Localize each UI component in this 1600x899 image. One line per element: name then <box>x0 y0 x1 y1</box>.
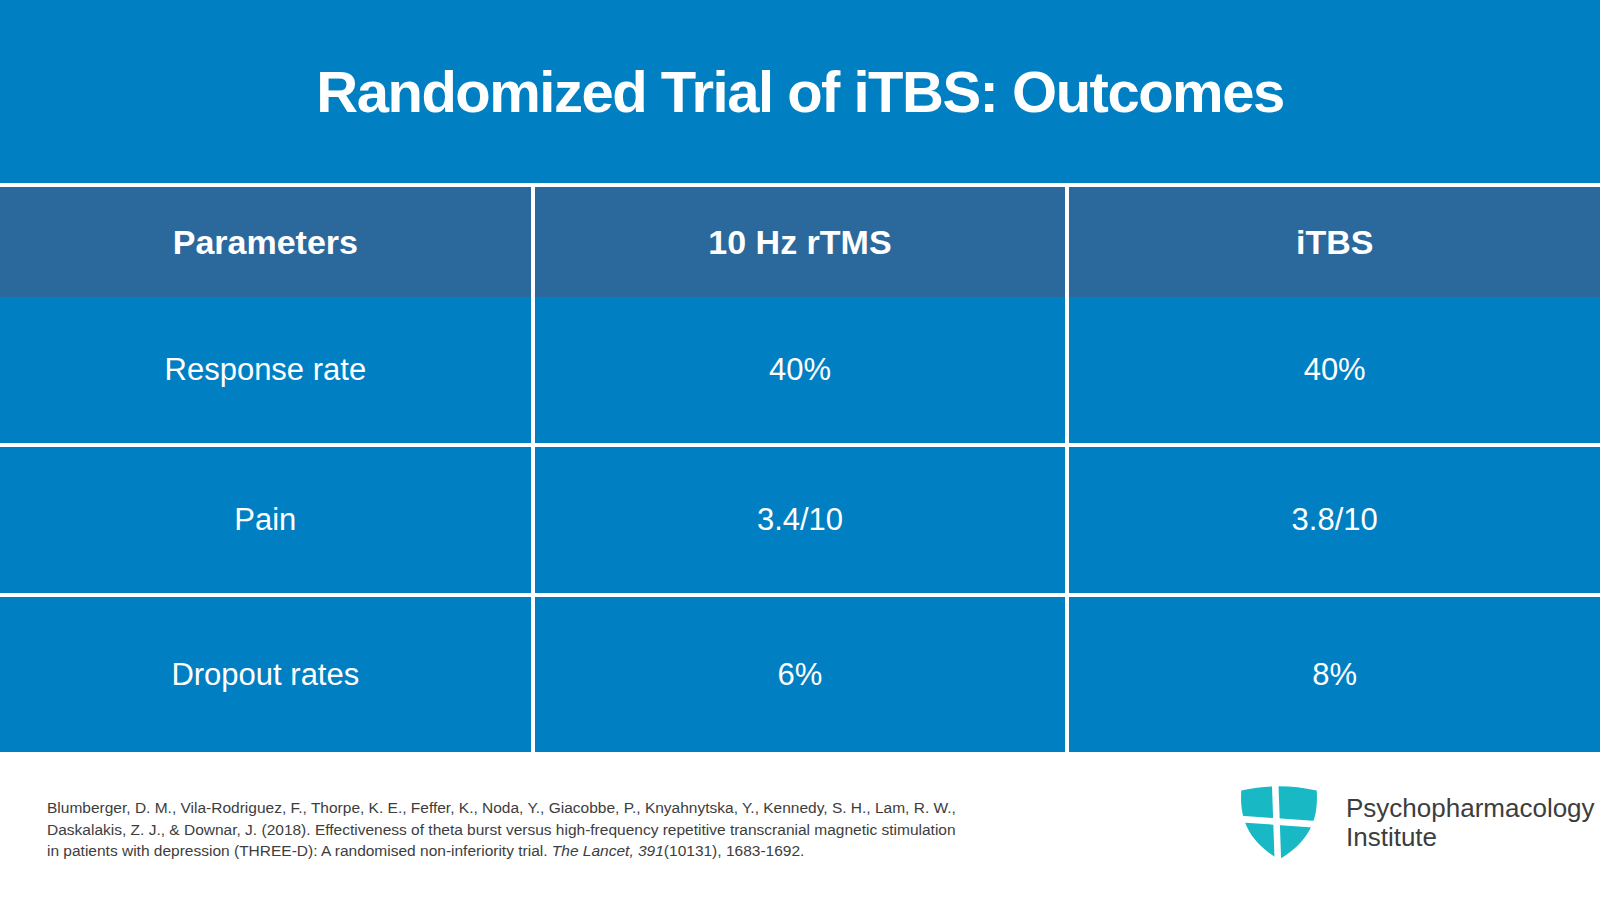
citation-line-3: in patients with depression (THREE-D): A… <box>47 840 956 862</box>
header-cell-parameters: Parameters <box>0 187 531 297</box>
logo-text-line-1: Psychopharmacology <box>1346 794 1595 823</box>
shield-cross-icon <box>1238 784 1320 862</box>
table-row-response-rate: Response rate 40% 40% <box>0 297 1600 443</box>
cell-response-rate-label: Response rate <box>0 297 531 443</box>
outcomes-table: Parameters 10 Hz rTMS iTBS Response rate… <box>0 187 1600 752</box>
header-cell-itbs: iTBS <box>1069 187 1600 297</box>
psychopharmacology-institute-logo: Psychopharmacology Institute <box>1238 784 1595 862</box>
cell-response-rate-rtms: 40% <box>535 297 1066 443</box>
cell-pain-label: Pain <box>0 447 531 593</box>
cell-pain-rtms: 3.4/10 <box>535 447 1066 593</box>
table-row-pain: Pain 3.4/10 3.8/10 <box>0 447 1600 593</box>
table-header-row: Parameters 10 Hz rTMS iTBS <box>0 187 1600 297</box>
citation-line-2: Daskalakis, Z. J., & Downar, J. (2018). … <box>47 819 956 841</box>
slide: Randomized Trial of iTBS: Outcomes Param… <box>0 0 1600 899</box>
slide-footer: Blumberger, D. M., Vila-Rodriguez, F., T… <box>0 752 1600 899</box>
header-cell-rtms: 10 Hz rTMS <box>535 187 1066 297</box>
slide-title: Randomized Trial of iTBS: Outcomes <box>316 58 1283 125</box>
table-row-dropout-rates: Dropout rates 6% 8% <box>0 597 1600 752</box>
logo-text: Psychopharmacology Institute <box>1346 794 1595 852</box>
title-band: Randomized Trial of iTBS: Outcomes <box>0 0 1600 183</box>
cell-dropout-label: Dropout rates <box>0 597 531 752</box>
logo-text-line-2: Institute <box>1346 823 1595 852</box>
cell-pain-itbs: 3.8/10 <box>1069 447 1600 593</box>
citation-line-1: Blumberger, D. M., Vila-Rodriguez, F., T… <box>47 797 956 819</box>
cell-dropout-itbs: 8% <box>1069 597 1600 752</box>
citation-text: Blumberger, D. M., Vila-Rodriguez, F., T… <box>47 797 956 862</box>
cell-dropout-rtms: 6% <box>535 597 1066 752</box>
citation-journal-italic: The Lancet, 391 <box>552 842 664 859</box>
cell-response-rate-itbs: 40% <box>1069 297 1600 443</box>
